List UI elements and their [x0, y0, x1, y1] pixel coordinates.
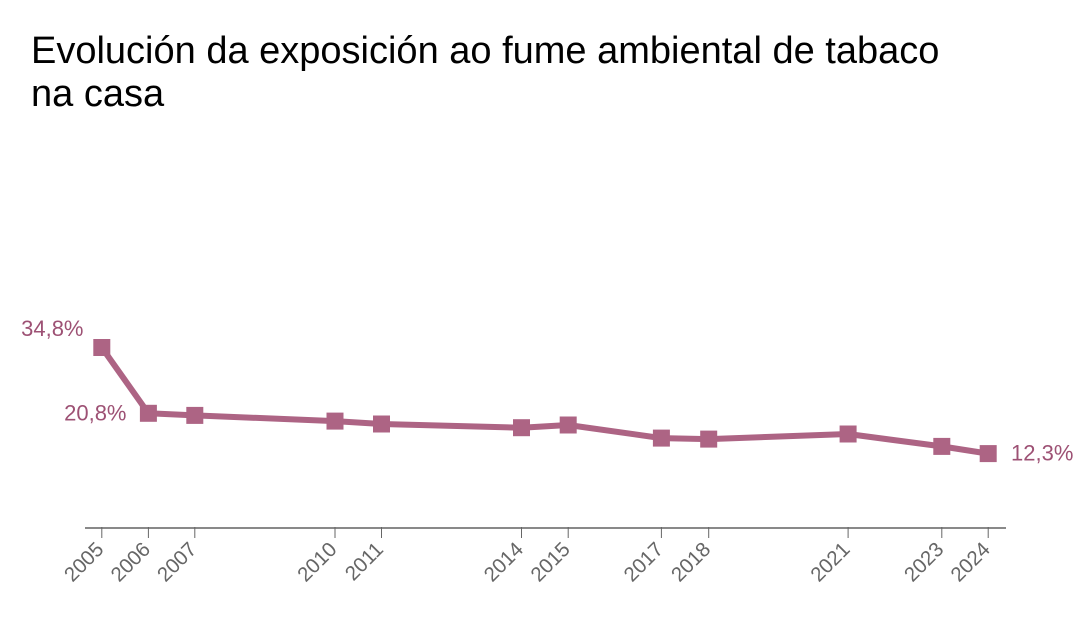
svg-text:12,3%: 12,3% — [1011, 441, 1073, 466]
svg-text:2023: 2023 — [900, 538, 949, 587]
svg-text:2015: 2015 — [526, 538, 575, 587]
svg-text:2006: 2006 — [106, 538, 155, 587]
svg-text:2024: 2024 — [946, 538, 995, 587]
svg-text:34,8%: 34,8% — [21, 316, 83, 341]
svg-text:20,8%: 20,8% — [64, 401, 126, 426]
svg-text:2014: 2014 — [480, 538, 529, 587]
svg-text:Evolución da exposición ao fum: Evolución da exposición ao fume ambienta… — [31, 30, 939, 72]
svg-text:2021: 2021 — [806, 538, 855, 587]
svg-text:2005: 2005 — [60, 538, 109, 587]
svg-text:2018: 2018 — [667, 538, 716, 587]
svg-text:2011: 2011 — [341, 538, 388, 585]
svg-text:na casa: na casa — [31, 73, 165, 115]
svg-text:2017: 2017 — [619, 538, 668, 587]
svg-text:2007: 2007 — [153, 538, 202, 587]
svg-text:2010: 2010 — [293, 538, 342, 587]
